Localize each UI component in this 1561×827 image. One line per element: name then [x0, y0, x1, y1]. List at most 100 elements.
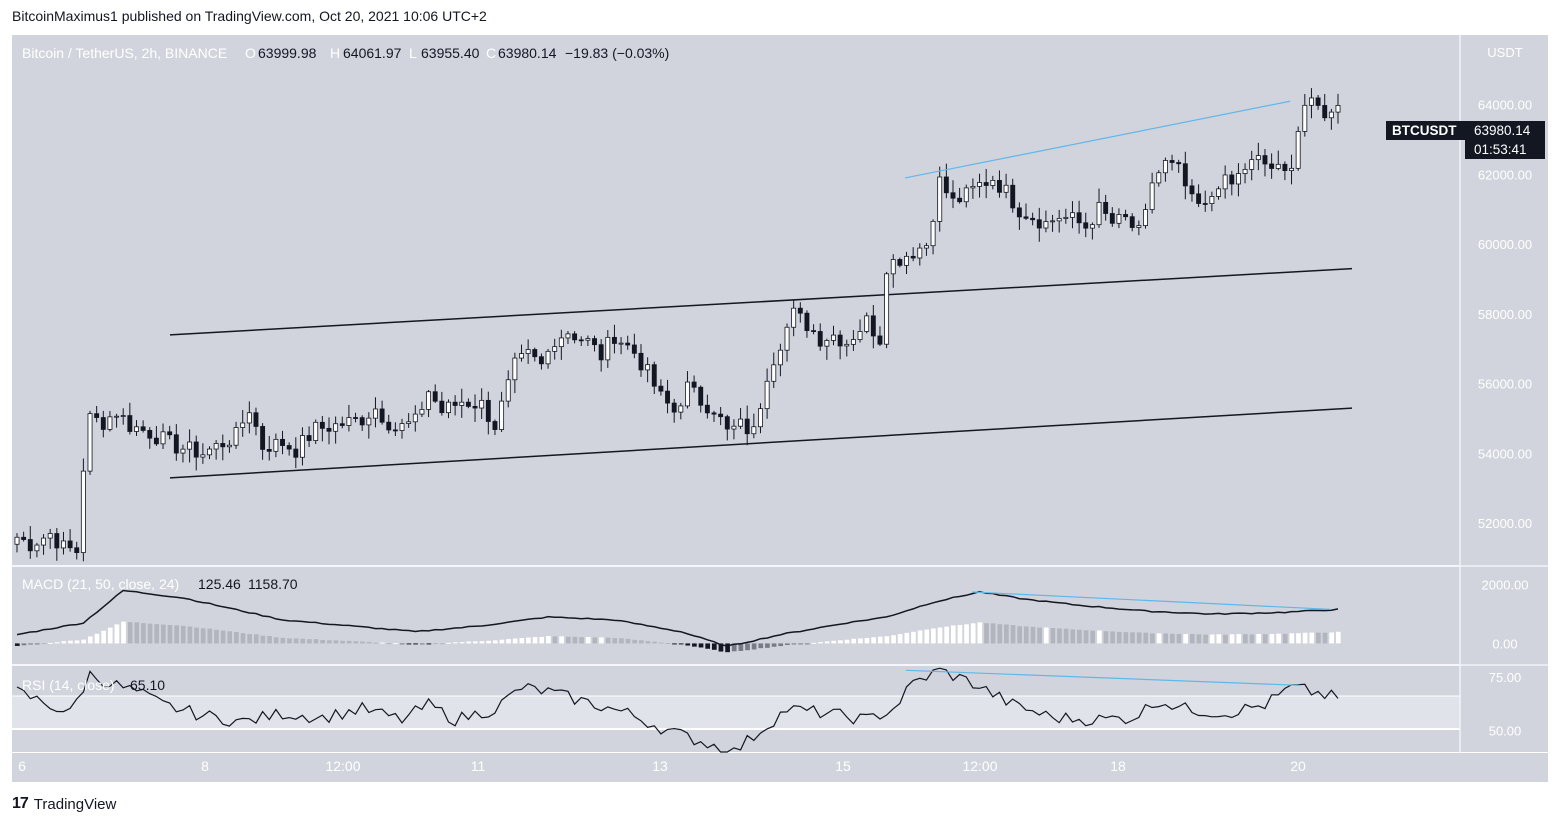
- candle[interactable]: [1056, 209, 1062, 233]
- candle[interactable]: [286, 442, 292, 456]
- candle[interactable]: [1229, 170, 1235, 196]
- candle[interactable]: [1216, 186, 1221, 200]
- candle[interactable]: [1129, 213, 1135, 232]
- candle[interactable]: [220, 434, 226, 461]
- candle[interactable]: [1123, 209, 1129, 221]
- candle[interactable]: [771, 352, 777, 389]
- candle[interactable]: [1103, 194, 1109, 221]
- candle[interactable]: [134, 420, 139, 436]
- candle[interactable]: [1149, 172, 1155, 214]
- candle[interactable]: [333, 416, 339, 444]
- candle[interactable]: [1235, 163, 1241, 197]
- macd-trendline[interactable]: [971, 591, 1331, 610]
- candle[interactable]: [187, 429, 193, 463]
- candle[interactable]: [339, 416, 345, 429]
- candle[interactable]: [658, 379, 664, 396]
- candle[interactable]: [240, 410, 246, 437]
- candle[interactable]: [870, 305, 876, 349]
- candle[interactable]: [1209, 191, 1215, 212]
- candle[interactable]: [758, 403, 763, 434]
- candle[interactable]: [87, 410, 93, 475]
- rsi-trendline[interactable]: [905, 669, 1301, 686]
- candle[interactable]: [744, 405, 750, 446]
- candle[interactable]: [1116, 208, 1122, 229]
- candle[interactable]: [997, 170, 1002, 198]
- candle[interactable]: [817, 323, 823, 351]
- candle[interactable]: [844, 339, 850, 357]
- candle[interactable]: [1109, 207, 1115, 227]
- candle[interactable]: [373, 397, 378, 428]
- candle[interactable]: [1275, 150, 1281, 171]
- price-trendline[interactable]: [904, 100, 1291, 179]
- candle[interactable]: [685, 371, 690, 409]
- candle[interactable]: [1295, 126, 1301, 171]
- candle[interactable]: [804, 310, 810, 338]
- candle[interactable]: [937, 166, 943, 232]
- candle[interactable]: [253, 407, 259, 436]
- candle[interactable]: [565, 331, 571, 344]
- candle[interactable]: [950, 180, 956, 209]
- candle[interactable]: [120, 408, 126, 425]
- candle[interactable]: [718, 406, 724, 426]
- candle[interactable]: [904, 251, 909, 275]
- candle[interactable]: [1302, 93, 1308, 137]
- candle[interactable]: [930, 219, 936, 255]
- candle[interactable]: [80, 458, 86, 562]
- candle[interactable]: [1289, 154, 1294, 185]
- candle[interactable]: [1096, 188, 1102, 228]
- candle[interactable]: [1070, 201, 1075, 229]
- candle[interactable]: [1036, 207, 1042, 242]
- candle[interactable]: [459, 388, 465, 418]
- candle[interactable]: [1043, 210, 1049, 233]
- candle[interactable]: [638, 344, 644, 377]
- candle[interactable]: [147, 427, 153, 449]
- candle[interactable]: [366, 412, 372, 439]
- candle[interactable]: [1169, 154, 1175, 171]
- candle[interactable]: [306, 426, 312, 447]
- candle[interactable]: [678, 402, 684, 420]
- candle[interactable]: [273, 433, 279, 458]
- candle[interactable]: [990, 175, 996, 190]
- candle[interactable]: [14, 533, 20, 553]
- candle[interactable]: [977, 173, 982, 198]
- candle[interactable]: [698, 385, 704, 413]
- candle[interactable]: [1023, 203, 1029, 221]
- candle[interactable]: [492, 419, 498, 436]
- candle[interactable]: [472, 394, 478, 422]
- candle[interactable]: [704, 394, 710, 419]
- candle[interactable]: [1156, 170, 1162, 187]
- candle[interactable]: [200, 443, 206, 464]
- candle[interactable]: [605, 330, 611, 368]
- candle[interactable]: [114, 413, 120, 428]
- candle[interactable]: [1003, 173, 1009, 199]
- candle[interactable]: [1083, 212, 1089, 238]
- candle[interactable]: [392, 422, 398, 437]
- time-axis[interactable]: [12, 753, 1548, 782]
- candle[interactable]: [625, 335, 631, 350]
- candle[interactable]: [140, 420, 146, 433]
- candle[interactable]: [226, 440, 232, 453]
- channel-upper-line[interactable]: [169, 267, 1353, 336]
- candle[interactable]: [1089, 222, 1095, 240]
- candle[interactable]: [532, 347, 538, 362]
- candle[interactable]: [877, 326, 883, 347]
- candle[interactable]: [432, 384, 438, 403]
- candle[interactable]: [359, 415, 365, 431]
- candle[interactable]: [957, 187, 963, 204]
- candle[interactable]: [651, 361, 657, 394]
- candle[interactable]: [1222, 165, 1228, 199]
- candle[interactable]: [1269, 153, 1275, 179]
- candle[interactable]: [1255, 142, 1261, 171]
- candle[interactable]: [41, 534, 47, 555]
- candle[interactable]: [864, 312, 870, 334]
- candle[interactable]: [426, 389, 432, 418]
- candle[interactable]: [465, 398, 471, 409]
- candle[interactable]: [884, 271, 890, 349]
- candle[interactable]: [233, 421, 239, 449]
- candle[interactable]: [54, 528, 60, 561]
- candle[interactable]: [1189, 179, 1195, 202]
- candle[interactable]: [412, 405, 418, 432]
- candle[interactable]: [519, 344, 524, 362]
- candle[interactable]: [890, 254, 896, 288]
- candle[interactable]: [1282, 161, 1288, 181]
